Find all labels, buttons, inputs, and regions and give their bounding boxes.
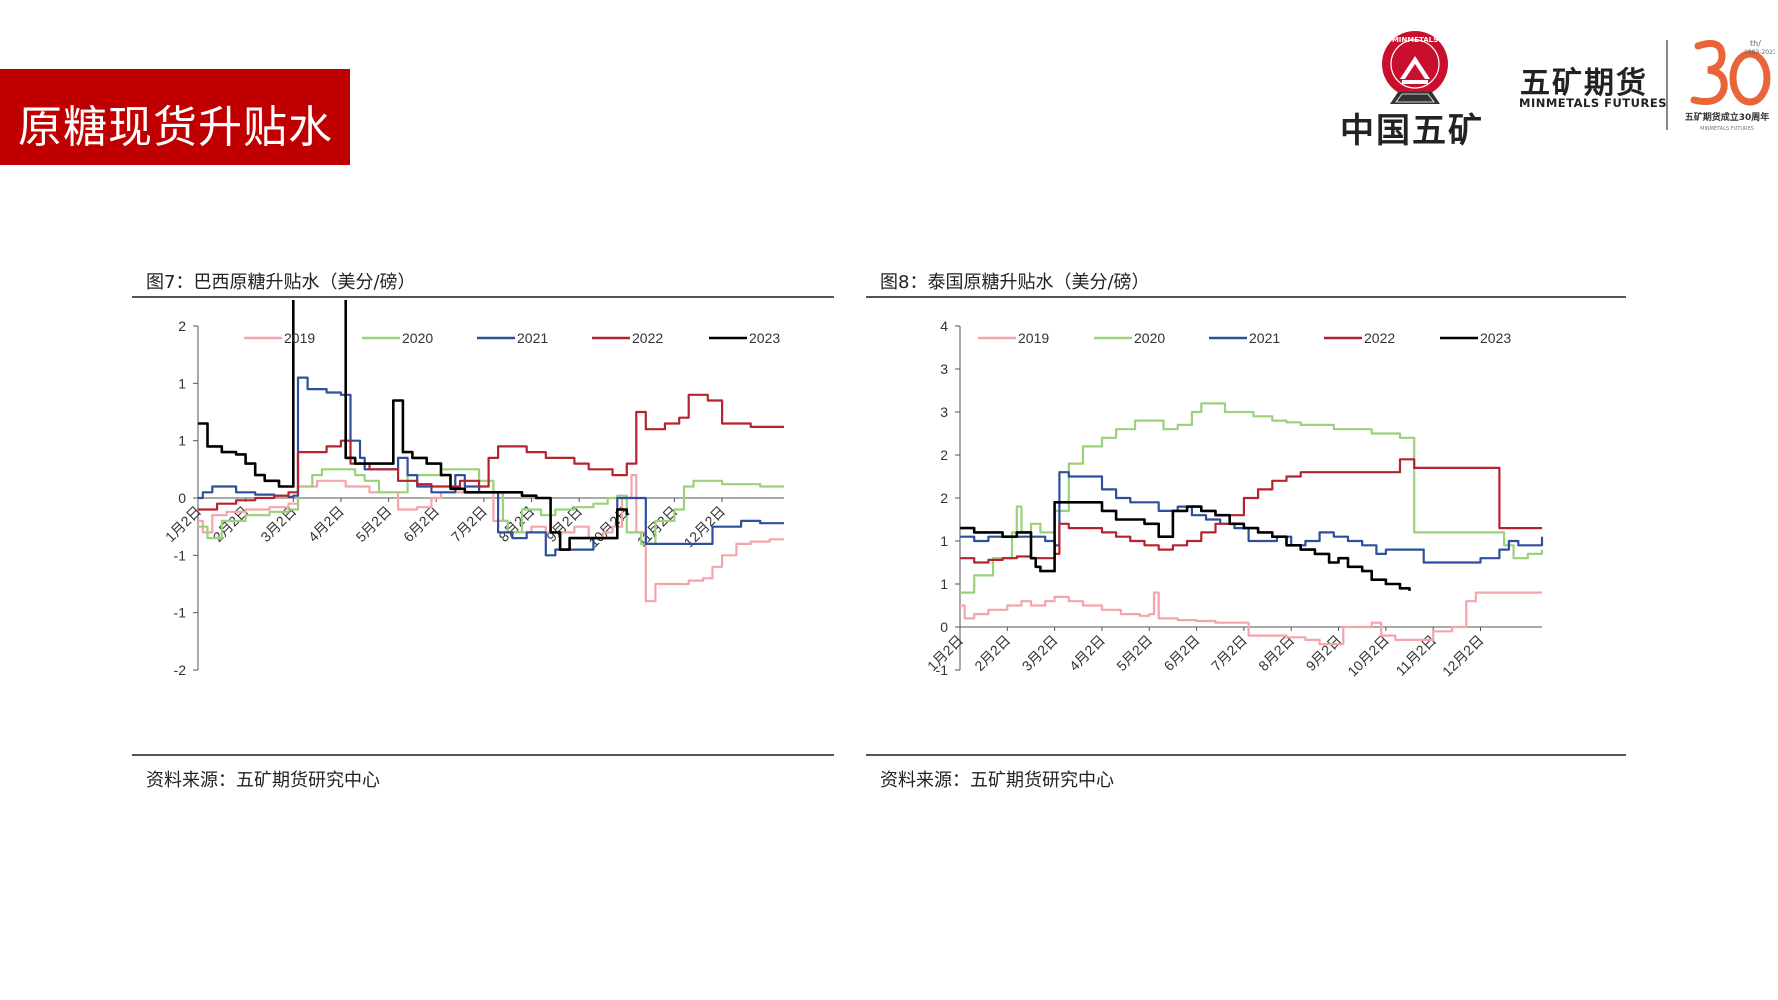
- minmetals-futures-text: 五矿期货: [1520, 66, 1648, 101]
- x-tick-label: 12月2日: [1439, 632, 1487, 680]
- series-line-2021: [960, 471, 1544, 564]
- fig8-source: 资料来源：五矿期货研究中心: [880, 770, 1114, 791]
- legend-label-2021: 2021: [1249, 330, 1280, 346]
- legend-label-2021: 2021: [517, 330, 548, 346]
- legend-label-2022: 2022: [1364, 330, 1395, 346]
- x-tick-label: 6月2日: [1161, 632, 1203, 674]
- x-tick-label: 3月2日: [1019, 632, 1061, 674]
- series-line-2020: [960, 402, 1544, 594]
- x-tick-label: 5月2日: [353, 503, 395, 545]
- x-tick-label: 5月2日: [1113, 632, 1155, 674]
- y-tick-label: 0: [178, 490, 186, 506]
- anniversary-sup: th/: [1750, 39, 1761, 48]
- minmetals-futures-en: MINMETALS FUTURES: [1519, 96, 1667, 110]
- anniversary-30-logo-icon: th/ 1993-2023 五矿期货成立30周年 MINMETALS FUTUR…: [1685, 39, 1775, 132]
- logo-divider: [1666, 40, 1668, 130]
- y-tick-label: 0: [940, 619, 948, 635]
- fig7-source: 资料来源：五矿期货研究中心: [146, 770, 380, 791]
- legend-label-2020: 2020: [1134, 330, 1165, 346]
- y-tick-label: 3: [940, 404, 948, 420]
- series-line-2021: [198, 376, 784, 557]
- fig7-bottom-rule: [132, 754, 834, 756]
- page-title: 原糖现货升贴水: [18, 102, 333, 153]
- y-tick-label: 1: [940, 576, 948, 592]
- y-tick-label: 2: [178, 318, 186, 334]
- series-line-2023: [960, 501, 1411, 591]
- legend-label-2019: 2019: [1018, 330, 1049, 346]
- x-tick-label: 4月2日: [1066, 632, 1108, 674]
- anniversary-en: MINMETALS FUTURES: [1700, 126, 1754, 132]
- x-tick-label: 9月2日: [1303, 632, 1345, 674]
- emblem-text: MINMETALS: [1392, 36, 1438, 44]
- y-tick-label: 1: [940, 533, 948, 549]
- fig8-bottom-rule: [866, 754, 1626, 756]
- series-line-2022: [198, 393, 784, 511]
- y-tick-label: 4: [940, 318, 948, 334]
- x-tick-label: 7月2日: [448, 503, 490, 545]
- y-tick-label: 1: [178, 433, 186, 449]
- fig7-top-rule: [132, 296, 834, 298]
- x-tick-label: 2月2日: [971, 632, 1013, 674]
- series-line-2023: [198, 300, 629, 551]
- y-tick-label: 1: [178, 375, 186, 391]
- anniversary-cn: 五矿期货成立30周年: [1685, 111, 1770, 123]
- y-tick-label: -1: [174, 605, 187, 621]
- legend-label-2023: 2023: [1480, 330, 1511, 346]
- y-tick-label: -2: [174, 662, 187, 678]
- series-line-2019: [960, 591, 1542, 646]
- y-tick-label: -1: [174, 547, 187, 563]
- header-banner: 原糖现货升贴水: [0, 69, 350, 165]
- legend-label-2020: 2020: [402, 330, 433, 346]
- y-tick-label: 3: [940, 361, 948, 377]
- anniversary-years: 1993-2023: [1744, 49, 1775, 56]
- china-minmetals-logo-icon: MINMETALS: [1382, 31, 1448, 104]
- legend-label-2019: 2019: [284, 330, 315, 346]
- fig8-top-rule: [866, 296, 1626, 298]
- y-tick-label: -1: [936, 662, 949, 678]
- legend-label-2022: 2022: [632, 330, 663, 346]
- x-tick-label: 10月2日: [1344, 632, 1392, 680]
- y-tick-label: 2: [940, 447, 948, 463]
- x-tick-label: 4月2日: [305, 503, 347, 545]
- legend-label-2023: 2023: [749, 330, 780, 346]
- fig7-title: 图7：巴西原糖升贴水（美分/磅）: [146, 272, 416, 293]
- y-tick-label: 2: [940, 490, 948, 506]
- x-tick-label: 7月2日: [1208, 632, 1250, 674]
- china-minmetals-text: 中国五矿: [1340, 111, 1484, 151]
- series-line-2022: [960, 458, 1542, 564]
- fig8-title: 图8：泰国原糖升贴水（美分/磅）: [880, 272, 1150, 293]
